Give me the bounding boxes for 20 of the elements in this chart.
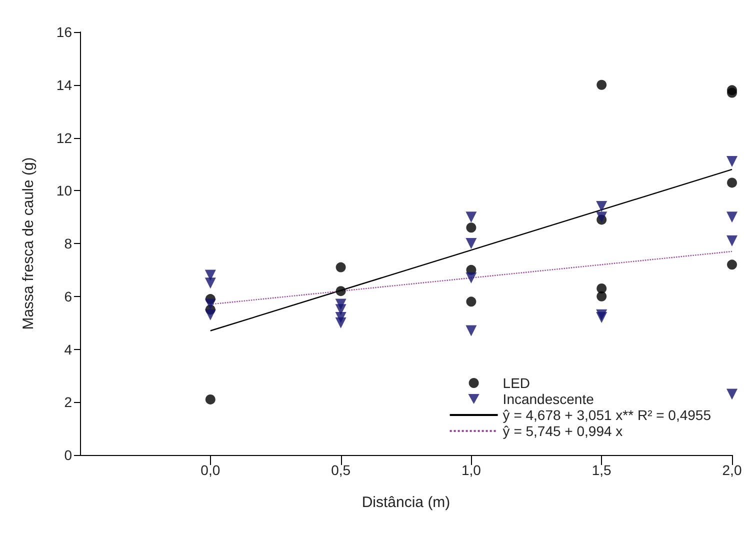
x-tick-label: 1,0 xyxy=(461,462,482,478)
x-axis-title: Distância (m) xyxy=(362,494,450,511)
x-tick-label: 1,5 xyxy=(592,462,612,478)
y-tick-label: 14 xyxy=(56,76,72,93)
legend-label: ŷ = 5,745 + 0,994 x xyxy=(502,423,623,439)
legend-label: Incandescente xyxy=(502,391,594,407)
y-tick-label: 0 xyxy=(64,447,72,463)
y-tick-label: 2 xyxy=(64,394,72,410)
y-tick-label: 10 xyxy=(56,182,72,199)
x-tick-label: 2,0 xyxy=(722,462,742,478)
y-tick-label: 4 xyxy=(64,341,72,358)
x-tick-label: 0,5 xyxy=(331,462,351,478)
y-tick-label: 8 xyxy=(64,236,72,252)
y-axis-title: Massa fresca de caule (g) xyxy=(20,157,37,330)
y-tick-label: 6 xyxy=(64,288,72,304)
y-tick-label: 12 xyxy=(56,130,72,146)
legend-label: ŷ = 4,678 + 3,051 x** R² = 0,4955 xyxy=(502,407,712,423)
y-tick-label: 16 xyxy=(56,24,72,40)
x-tick-label: 0,0 xyxy=(200,462,220,478)
legend-label: LED xyxy=(502,375,530,391)
